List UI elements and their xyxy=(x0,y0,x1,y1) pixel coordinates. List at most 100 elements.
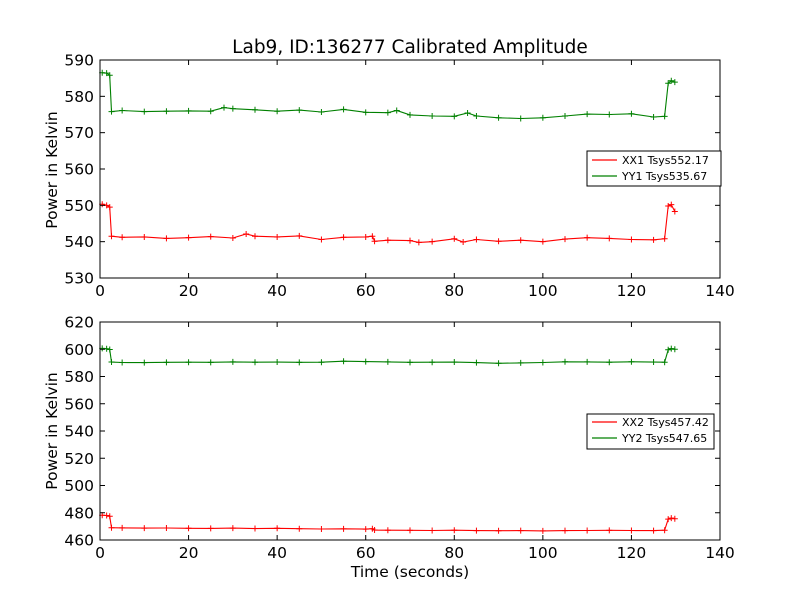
y-tick-label-bottom: 480 xyxy=(64,504,94,522)
y-tick-label-top: 530 xyxy=(64,270,94,288)
top-subplot: Lab9, ID:136277 Calibrated Amplitude Pow… xyxy=(43,37,735,300)
y-tick-label-bottom: 500 xyxy=(64,477,94,495)
data-point-xx1 xyxy=(671,208,678,215)
data-point-yy2 xyxy=(473,359,480,366)
ticks-top: 0 20 40 60 80 100 120 140 530 540 550 560 570 580 590 xyxy=(64,52,734,301)
data-point-yy1 xyxy=(606,111,613,118)
data-point-xx1 xyxy=(517,237,524,244)
data-point-yy2 xyxy=(665,346,672,353)
data-point-yy2 xyxy=(495,360,502,367)
data-point-yy1 xyxy=(668,77,675,84)
data-point-xx1 xyxy=(473,236,480,243)
data-point-xx2 xyxy=(606,527,613,534)
x-axis-label: Time (seconds) xyxy=(350,563,469,581)
data-point-xx2 xyxy=(274,525,281,532)
data-point-xx2 xyxy=(371,527,378,534)
data-point-yy2 xyxy=(384,358,391,365)
y-tick-label-top: 590 xyxy=(64,52,94,70)
data-point-xx2 xyxy=(584,527,591,534)
y-tick-label-bottom: 540 xyxy=(64,423,94,441)
data-point-xx1 xyxy=(119,234,126,241)
data-point-yy2 xyxy=(119,359,126,366)
data-point-yy2 xyxy=(296,359,303,366)
data-point-xx1 xyxy=(371,238,378,245)
x-tick-label-bottom: 140 xyxy=(705,544,735,562)
data-point-xx2 xyxy=(185,525,192,532)
data-point-xx1 xyxy=(243,231,250,238)
series-line-xx1 xyxy=(102,203,676,243)
data-point-xx2 xyxy=(384,527,391,534)
data-point-xx2 xyxy=(103,512,110,519)
data-point-yy1 xyxy=(296,107,303,114)
y-tick-label-bottom: 620 xyxy=(64,314,94,332)
x-tick-label-bottom: 100 xyxy=(528,544,558,562)
data-point-yy1 xyxy=(119,107,126,114)
data-point-xx1 xyxy=(340,234,347,241)
data-point-yy2 xyxy=(429,359,436,366)
data-point-yy2 xyxy=(318,359,325,366)
data-point-yy2 xyxy=(650,359,657,366)
data-point-xx2 xyxy=(252,525,258,532)
legend-label-xx1: XX1 Tsys552.17 xyxy=(622,154,709,167)
legend-top: XX1 Tsys552.17 YY1 Tsys535.67 xyxy=(586,150,722,187)
data-point-xx2 xyxy=(119,524,126,531)
data-point-yy1 xyxy=(108,108,115,115)
data-point-yy1 xyxy=(384,109,391,116)
ticks-bottom: 0 20 40 60 80 100 120 140 460 480 500 520 540 560 580 6… xyxy=(64,314,734,563)
data-point-xx1 xyxy=(665,203,672,210)
data-point-yy1 xyxy=(451,113,458,120)
data-point-yy1 xyxy=(562,112,568,119)
data-point-yy1 xyxy=(665,80,672,87)
bottom-subplot: Power in Kelvin Time (seconds) 0 20 40 60 80… xyxy=(43,314,735,582)
y-tick-label-bottom: 580 xyxy=(64,368,94,386)
y-tick-label-bottom: 460 xyxy=(64,532,94,550)
data-point-yy2 xyxy=(661,359,668,366)
data-point-xx2 xyxy=(229,525,236,532)
data-point-xx1 xyxy=(650,236,657,243)
x-tick-label-top: 60 xyxy=(356,282,376,300)
data-point-yy1 xyxy=(628,110,635,117)
data-point-xx1 xyxy=(668,201,675,208)
data-point-xx2 xyxy=(495,527,502,534)
data-point-yy2 xyxy=(207,359,214,366)
data-point-xx1 xyxy=(606,235,613,242)
data-point-xx1 xyxy=(318,236,325,243)
y-tick-label-top: 560 xyxy=(64,161,94,179)
x-tick-label-top: 80 xyxy=(444,282,464,300)
data-point-yy1 xyxy=(362,109,369,116)
data-point-xx1 xyxy=(451,235,458,242)
legend-label-yy2: YY2 Tsys547.65 xyxy=(621,432,707,445)
data-point-xx1 xyxy=(415,239,422,246)
data-point-yy2 xyxy=(252,359,258,366)
x-tick-label-bottom: 20 xyxy=(179,544,199,562)
data-point-xx1 xyxy=(141,233,148,240)
data-point-yy1 xyxy=(106,72,113,79)
legend-label-xx2: XX2 Tsys457.42 xyxy=(622,416,709,429)
data-point-yy1 xyxy=(185,107,192,114)
data-point-xx1 xyxy=(296,232,303,239)
data-point-xx1 xyxy=(229,235,236,242)
data-point-yy2 xyxy=(141,359,148,366)
data-point-yy2 xyxy=(185,359,192,366)
data-point-xx2 xyxy=(362,526,369,533)
data-point-yy1 xyxy=(464,110,471,117)
y-tick-label-top: 540 xyxy=(64,233,94,251)
data-point-xx2 xyxy=(141,525,148,532)
x-tick-label-top: 140 xyxy=(705,282,735,300)
legend-box-bottom xyxy=(586,413,715,450)
y-tick-label-top: 550 xyxy=(64,197,94,215)
data-point-yy2 xyxy=(163,359,170,366)
data-point-yy1 xyxy=(495,114,502,121)
data-point-yy1 xyxy=(163,108,170,115)
data-point-yy1 xyxy=(340,106,347,113)
y-tick-label-top: 580 xyxy=(64,88,94,106)
data-point-xx2 xyxy=(628,527,635,534)
data-point-yy1 xyxy=(221,104,227,111)
y-tick-label-bottom: 600 xyxy=(64,341,94,359)
data-point-yy2 xyxy=(671,346,678,353)
data-point-xx2 xyxy=(668,515,675,522)
data-point-xx1 xyxy=(429,238,436,245)
data-point-yy1 xyxy=(229,105,236,112)
data-point-yy1 xyxy=(584,111,591,118)
